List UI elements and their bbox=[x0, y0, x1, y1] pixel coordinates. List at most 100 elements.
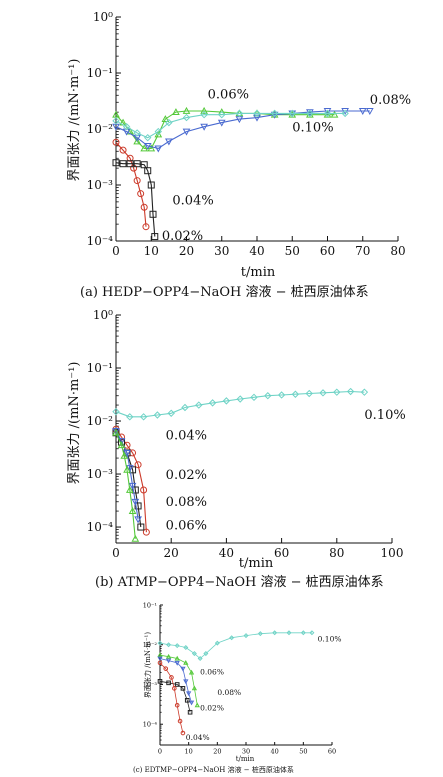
data-point bbox=[142, 528, 150, 536]
y-tick-label: 10⁻³ bbox=[143, 681, 158, 689]
series-line bbox=[115, 162, 156, 237]
x-tick-label: 60 bbox=[328, 748, 336, 756]
data-point bbox=[264, 392, 272, 400]
data-point bbox=[203, 651, 209, 657]
data-point bbox=[360, 388, 369, 396]
data-point bbox=[191, 651, 197, 657]
data-point bbox=[183, 660, 189, 665]
x-tick-label: 60 bbox=[320, 244, 335, 258]
data-point bbox=[288, 109, 296, 118]
y-tick-label: 10⁻¹ bbox=[87, 66, 113, 80]
data-point bbox=[200, 110, 208, 119]
series-0.10% bbox=[157, 630, 315, 662]
data-point bbox=[172, 686, 177, 691]
data-point bbox=[286, 630, 292, 636]
series-0.10% bbox=[112, 109, 349, 142]
data-point bbox=[125, 485, 134, 493]
data-point bbox=[149, 210, 157, 218]
data-point bbox=[126, 413, 134, 421]
series-0.02% bbox=[112, 159, 159, 241]
data-point bbox=[253, 109, 261, 118]
series-0.04% bbox=[112, 138, 150, 231]
data-point bbox=[140, 161, 148, 169]
x-tick-label: 0 bbox=[112, 244, 120, 258]
data-point bbox=[142, 223, 150, 231]
data-point bbox=[163, 666, 169, 671]
series-0.06% bbox=[157, 652, 200, 708]
series-label: 0.02% bbox=[166, 468, 207, 483]
series-line bbox=[159, 632, 312, 660]
data-point bbox=[243, 633, 249, 639]
series-line bbox=[115, 430, 139, 520]
data-point bbox=[144, 167, 152, 175]
data-point bbox=[195, 401, 203, 409]
series-label: 0.04% bbox=[166, 428, 207, 443]
data-point bbox=[154, 130, 163, 138]
data-point bbox=[250, 393, 258, 402]
series-label: 0.08% bbox=[370, 93, 411, 108]
series-line bbox=[115, 141, 147, 227]
data-point bbox=[165, 658, 172, 664]
data-point bbox=[272, 630, 278, 636]
data-point bbox=[208, 399, 217, 407]
data-point bbox=[157, 652, 163, 657]
series-line bbox=[159, 662, 184, 734]
x-axis-label: t/min bbox=[239, 556, 274, 571]
x-tick-label: 100 bbox=[381, 546, 404, 560]
series-line bbox=[115, 428, 147, 533]
y-tick-label: 10⁻⁴ bbox=[143, 720, 158, 728]
data-point bbox=[126, 154, 134, 162]
data-point bbox=[186, 691, 192, 697]
series-line bbox=[159, 658, 192, 703]
data-point bbox=[174, 660, 180, 666]
y-tick-label: 10⁻⁴ bbox=[87, 234, 114, 248]
data-point bbox=[174, 682, 180, 687]
data-point bbox=[157, 660, 163, 666]
x-tick-label: 10 bbox=[144, 244, 159, 258]
x-axis-label: t/min bbox=[241, 265, 276, 280]
y-tick-label: 10⁻³ bbox=[87, 178, 114, 192]
series-label: 0.06% bbox=[208, 88, 249, 103]
data-point bbox=[166, 642, 172, 648]
data-point bbox=[174, 702, 180, 708]
data-point bbox=[140, 144, 149, 152]
x-tick-label: 80 bbox=[329, 546, 344, 560]
series-line bbox=[115, 112, 346, 139]
series-label: 0.08% bbox=[217, 688, 241, 697]
data-point bbox=[253, 114, 261, 122]
series-label: 0.10% bbox=[292, 121, 333, 136]
series-line bbox=[159, 654, 198, 706]
x-tick-label: 40 bbox=[271, 748, 279, 756]
data-point bbox=[154, 127, 163, 136]
data-point bbox=[341, 109, 349, 118]
data-point bbox=[323, 109, 332, 118]
data-point bbox=[112, 428, 120, 435]
plot-area: 0 20 40 60 80 100 10⁻⁴ 10⁻³ 10⁻² 10⁻¹ 10⁰ 0.10% 0.04… bbox=[87, 308, 406, 560]
data-point bbox=[137, 190, 145, 198]
x-tick-label: 0 bbox=[158, 748, 162, 756]
chart-caption: (c) EDTMP−OPP4−NaOH 溶液 − 桩西原油体系 bbox=[133, 765, 294, 774]
data-point bbox=[181, 403, 189, 412]
data-point bbox=[157, 640, 163, 646]
data-point bbox=[131, 534, 140, 542]
data-point bbox=[165, 653, 172, 659]
plot-area: 0 10 20 30 40 50 60 70 80 10⁻⁴ 10⁻³ 10⁻² 10⁻¹ 10⁰ 0.06… bbox=[87, 10, 412, 258]
series-label: 0.04% bbox=[172, 193, 213, 208]
y-tick-label: 10⁻² bbox=[87, 414, 114, 428]
data-point bbox=[358, 108, 367, 115]
data-point bbox=[188, 669, 195, 675]
data-point bbox=[197, 656, 203, 662]
data-point bbox=[222, 397, 231, 405]
series-label: 0.06% bbox=[166, 518, 207, 533]
data-point bbox=[123, 465, 131, 473]
chart-caption: (a) HEDP−OPP4−NaOH 溶液 − 桩西原油体系 bbox=[80, 285, 369, 300]
data-point bbox=[174, 643, 180, 649]
data-point bbox=[157, 679, 163, 684]
y-tick-label: 10⁰ bbox=[93, 10, 113, 24]
data-point bbox=[218, 110, 226, 119]
data-point bbox=[122, 122, 131, 131]
data-point bbox=[309, 630, 315, 636]
x-axis-label: t/min bbox=[236, 755, 255, 763]
data-point bbox=[365, 108, 374, 115]
data-point bbox=[123, 450, 131, 457]
